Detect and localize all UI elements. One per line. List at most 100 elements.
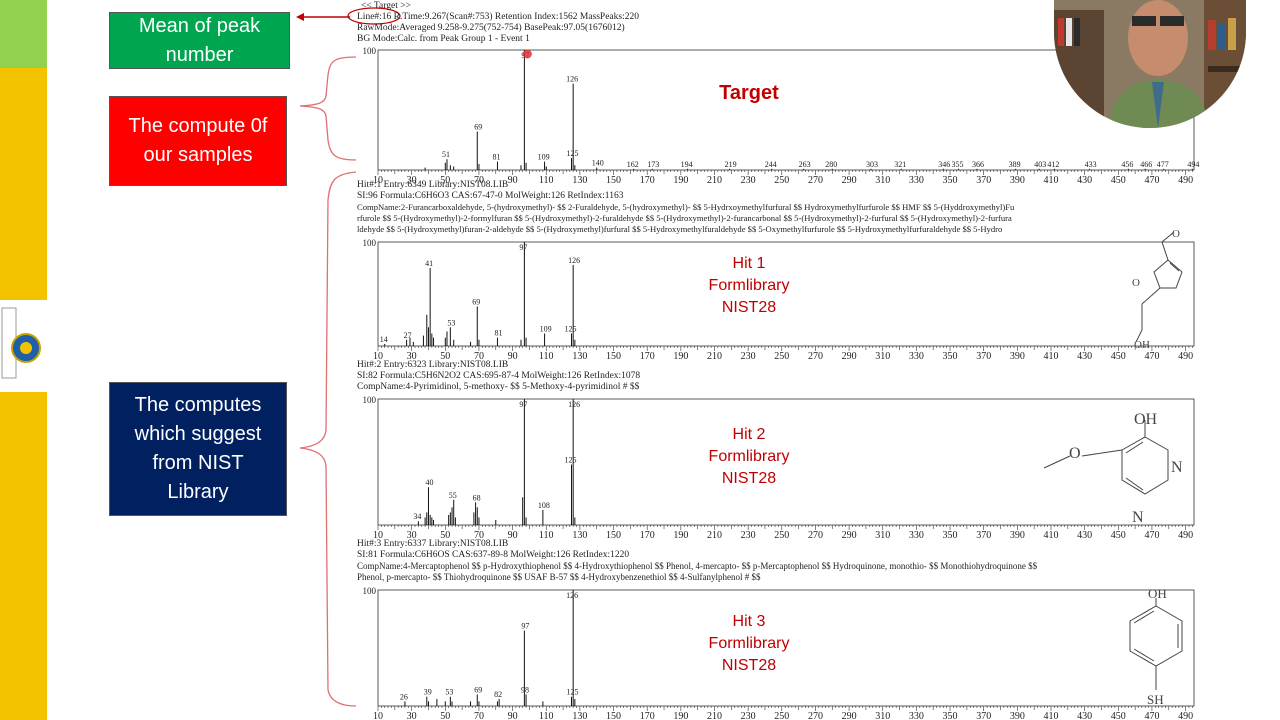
- x-tick-label: 310: [875, 351, 890, 362]
- x-tick-label: 310: [875, 175, 890, 186]
- x-tick-label: 310: [875, 711, 890, 720]
- x-tick-label: 210: [707, 711, 722, 720]
- header-line: BG Mode:Calc. from Peak Group 1 - Event …: [357, 34, 530, 44]
- x-tick-label: 290: [842, 530, 857, 541]
- left-bar-green: [0, 0, 47, 68]
- x-tick-label: 390: [1010, 711, 1025, 720]
- x-tick-label: 270: [808, 351, 823, 362]
- x-tick-label: 330: [909, 711, 924, 720]
- target-spectrum: 100 10 30 50 70 90 110 130 150 170 190 210 230 250 270…: [356, 44, 1200, 186]
- peak-label: 69: [474, 123, 482, 132]
- peak-label: 355: [951, 160, 963, 169]
- x-tick-label: 290: [842, 711, 857, 720]
- peak-label: 403: [1034, 160, 1046, 169]
- x-tick-label: 430: [1077, 351, 1092, 362]
- peak-label: 51: [442, 150, 450, 159]
- x-tick-label: 270: [808, 711, 823, 720]
- x-tick-label: 110: [539, 530, 554, 541]
- x-tick-label: 210: [707, 175, 722, 186]
- x-tick-label: 370: [976, 530, 991, 541]
- x-tick-label: 450: [1111, 351, 1126, 362]
- plot-frame: [377, 589, 1195, 707]
- compute-samples-box: The compute 0f our samples: [109, 96, 287, 186]
- left-bar-yellow-top: [0, 68, 47, 300]
- x-tick-label: 370: [976, 351, 991, 362]
- x-tick-label: 110: [539, 351, 554, 362]
- spectrum-plot: 100 10 30 50 70 90 110 130 150 170 190 210 230 250 270…: [363, 46, 1200, 186]
- header-line: SI:81 Formula:C6H6OS CAS:637-89-8 MolWei…: [357, 550, 630, 560]
- peak-label: 126: [568, 256, 580, 265]
- header-line: << Target >>: [361, 1, 411, 11]
- furan-oxygen-label: O: [1132, 277, 1140, 289]
- x-tick-label: 210: [707, 351, 722, 362]
- x-tick-label: 250: [774, 351, 789, 362]
- x-tick-label: 130: [572, 351, 587, 362]
- y-axis-max-label: 100: [363, 46, 377, 56]
- peak-label: 125: [566, 688, 578, 697]
- x-tick-label: 330: [909, 175, 924, 186]
- peak-label: 494: [1187, 160, 1199, 169]
- x-tick-label: 170: [640, 175, 655, 186]
- x-tick-label: 290: [842, 175, 857, 186]
- x-tick-label: 10: [373, 175, 383, 186]
- x-tick-label: 110: [539, 175, 554, 186]
- x-tick-label: 410: [1043, 530, 1058, 541]
- peak-label: 108: [538, 501, 550, 510]
- peak-label: 26: [400, 692, 408, 701]
- peak-label: 69: [474, 685, 482, 694]
- ring-nitrogen-label: N: [1171, 459, 1183, 476]
- peak-label: 55: [449, 491, 457, 500]
- x-tick-label: 270: [808, 530, 823, 541]
- x-tick-label: 330: [909, 530, 924, 541]
- hit1-spectrum: 100 10 30 50 70 90 110 130 150 170 190 210 230 250 270…: [356, 236, 1196, 362]
- header-line: Phenol, p-mercapto- $$ Thiohydroquinone …: [357, 572, 761, 582]
- peak-label: 126: [568, 400, 580, 409]
- x-tick-label: 490: [1178, 175, 1193, 186]
- x-tick-label: 150: [606, 175, 621, 186]
- x-tick-label: 230: [741, 351, 756, 362]
- x-tick-label: 290: [842, 351, 857, 362]
- header-line: ldehyde $$ 5-(Hydroxymethyl)furan-2-alde…: [357, 224, 1003, 234]
- x-tick-label: 250: [774, 711, 789, 720]
- peak-label: 244: [765, 160, 777, 169]
- hit3-annotation: Hit 3 Formlibrary NIST28: [708, 613, 790, 674]
- header-line: Hit#:1 Entry:6349 Library:NIST08.LIB: [357, 180, 509, 190]
- x-tick-label: 110: [539, 711, 554, 720]
- x-tick-label: 150: [606, 711, 621, 720]
- x-tick-label: 310: [875, 530, 890, 541]
- peak-label: 68: [473, 493, 481, 502]
- x-tick-label: 250: [774, 175, 789, 186]
- x-tick-label: 270: [808, 175, 823, 186]
- target-annotation: Target: [719, 82, 779, 104]
- header-line: SI:82 Formula:C5H6N2O2 CAS:695-87-4 MolW…: [357, 371, 641, 381]
- cursor-dot: [522, 49, 532, 59]
- x-tick-label: 470: [1144, 530, 1159, 541]
- header-line: rfurole $$ 5-(Hydroxymethyl)-2-formylfur…: [357, 213, 1012, 223]
- header-line: SI:96 Formula:C6H6O3 CAS:67-47-0 MolWeig…: [357, 191, 624, 201]
- hit2-header: Hit#:2 Entry:6323 Library:NIST08.LIB SI:…: [357, 360, 640, 393]
- header-line: CompName:4-Pyrimidinol, 5-methoxy- $$ 5-…: [357, 382, 640, 392]
- peak-label: 280: [825, 160, 837, 169]
- peak-label: 27: [404, 331, 412, 340]
- x-tick-label: 390: [1010, 351, 1025, 362]
- x-tick-label: 30: [407, 351, 417, 362]
- hit1-structure: O OH O: [1132, 228, 1183, 350]
- peak-label: 346: [938, 160, 950, 169]
- x-tick-label: 190: [673, 351, 688, 362]
- x-tick-label: 230: [741, 175, 756, 186]
- spectrum-plot: 100 10 30 50 70 90 110 130 150 170 190 210 230 250 270…: [363, 395, 1195, 541]
- x-tick-label: 230: [741, 530, 756, 541]
- hit3-structure: OH SH: [1129, 586, 1183, 707]
- x-tick-label: 350: [943, 530, 958, 541]
- hydroxyl-label: OH: [1134, 339, 1150, 350]
- mean-peak-number-box: Mean of peak number: [109, 12, 290, 69]
- nist-suggest-box: The computes which suggest from NIST Lib…: [109, 382, 287, 516]
- header-line: Hit#:3 Entry:6337 Library:NIST08.LIB: [357, 539, 509, 549]
- header-line: CompName:4-Mercaptophenol $$ p-Hydroxyth…: [357, 561, 1038, 571]
- x-tick-label: 210: [707, 530, 722, 541]
- x-tick-label: 150: [606, 530, 621, 541]
- peak-label: 109: [538, 153, 550, 162]
- university-logo: [0, 300, 47, 392]
- x-tick-label: 30: [407, 175, 417, 186]
- x-tick-label: 70: [474, 351, 484, 362]
